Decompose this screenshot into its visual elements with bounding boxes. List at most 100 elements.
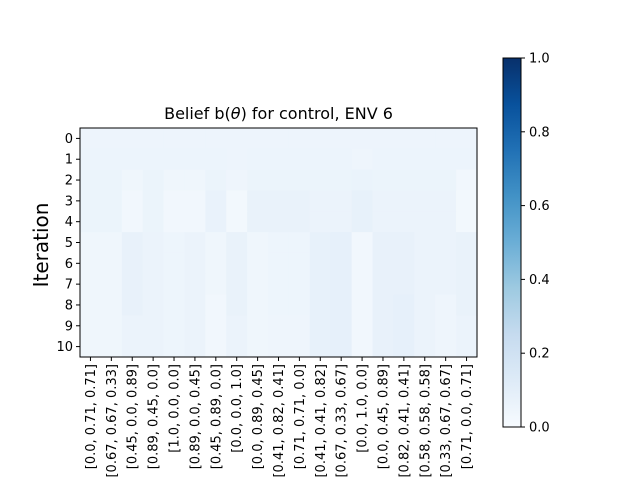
heatmap-cell <box>393 169 415 192</box>
chart-title: Belief b(θ) for control, ENV 6 <box>164 104 393 123</box>
heatmap-cell <box>351 128 374 150</box>
heatmap-cell <box>393 336 415 358</box>
heatmap-cell <box>351 294 374 316</box>
heatmap-cell <box>121 232 144 254</box>
heatmap-cell <box>163 294 186 316</box>
heatmap-cell <box>435 211 457 233</box>
heatmap-cell <box>80 211 102 233</box>
colorbar-tick-label: 0.0 <box>529 421 550 436</box>
heatmap-cell <box>184 273 206 296</box>
heatmap-cell <box>100 190 123 212</box>
heatmap-cell <box>163 211 186 233</box>
heatmap-cell <box>414 336 436 358</box>
heatmap-cell <box>414 294 436 316</box>
heatmap-cell <box>247 148 269 171</box>
x-tick-label: [0.41, 0.41, 0.82] <box>314 364 329 478</box>
y-tick-label: 7 <box>65 278 73 293</box>
y-tick-label: 1 <box>65 153 73 168</box>
y-tick-label: 4 <box>65 215 73 230</box>
heatmap-cell <box>309 252 332 275</box>
heatmap-cell <box>142 190 165 212</box>
heatmap-cell <box>435 336 457 358</box>
heatmap-cell <box>226 169 248 192</box>
x-tick-label: [0.41, 0.82, 0.41] <box>272 364 287 478</box>
heatmap-cell <box>456 315 478 337</box>
heatmap-cell <box>163 315 186 337</box>
heatmap-cell <box>184 128 206 150</box>
heatmap-cell <box>393 315 415 337</box>
heatmap-cell <box>435 169 457 192</box>
heatmap-cell <box>456 294 478 316</box>
heatmap-cell <box>268 169 290 192</box>
x-tick-label: [0.0, 1.0, 0.0] <box>356 364 371 453</box>
heatmap-cell <box>268 273 290 296</box>
heatmap-cell <box>372 128 395 150</box>
heatmap-cell <box>205 273 227 296</box>
colorbar-ticks: 0.0 0.2 0.4 0.6 0.8 1.0 <box>521 52 550 436</box>
heatmap-cell <box>309 315 332 337</box>
heatmap-cell <box>100 252 123 275</box>
heatmap-cell <box>121 294 144 316</box>
heatmap-cell <box>351 211 374 233</box>
colorbar-tick-label: 0.6 <box>529 199 550 214</box>
heatmap-cell <box>435 294 457 316</box>
heatmap-cell <box>330 294 353 316</box>
x-tick-label: [0.45, 0.0, 0.89] <box>126 364 141 469</box>
heatmap-cell <box>184 169 206 192</box>
heatmap-cell <box>288 315 311 337</box>
heatmap-cell <box>184 294 206 316</box>
heatmap-cell <box>226 148 248 171</box>
heatmap-cell <box>288 232 311 254</box>
heatmap-cell <box>184 252 206 275</box>
heatmap-cell <box>372 315 395 337</box>
heatmap-cell <box>456 252 478 275</box>
heatmap-cell <box>393 273 415 296</box>
heatmap-cell <box>435 190 457 212</box>
heatmap-cell <box>80 232 102 254</box>
heatmap-cell <box>288 336 311 358</box>
heatmap-cell <box>205 128 227 150</box>
heatmap-cell <box>142 232 165 254</box>
x-tick-label: [0.0, 0.45, 0.89] <box>376 364 391 469</box>
heatmap-cell <box>414 128 436 150</box>
heatmap-cell <box>330 252 353 275</box>
heatmap-cell <box>142 211 165 233</box>
heatmap-cell <box>80 273 102 296</box>
heatmap-cell <box>351 336 374 358</box>
heatmap-cell <box>100 294 123 316</box>
heatmap-cell <box>288 148 311 171</box>
x-tick-label: [0.82, 0.41, 0.41] <box>397 364 412 478</box>
heatmap-cell <box>80 315 102 337</box>
x-tick-label: [0.89, 0.0, 0.45] <box>188 364 203 469</box>
heatmap-cell <box>226 190 248 212</box>
heatmap-cell <box>142 315 165 337</box>
colorbar-tick-label: 1.0 <box>529 52 550 67</box>
heatmap-cell <box>80 294 102 316</box>
heatmap-cell <box>205 252 227 275</box>
heatmap-cell <box>414 148 436 171</box>
heatmap-cell <box>80 128 102 150</box>
heatmap-cell <box>247 294 269 316</box>
heatmap-cell <box>100 336 123 358</box>
heatmap-cell <box>393 252 415 275</box>
heatmap-cell <box>393 190 415 212</box>
heatmap-cell <box>288 273 311 296</box>
heatmap-cell <box>435 315 457 337</box>
heatmap-cell <box>330 232 353 254</box>
heatmap-cell <box>121 190 144 212</box>
heatmap-cell <box>288 294 311 316</box>
heatmap-cell <box>268 252 290 275</box>
heatmap-cell <box>226 128 248 150</box>
heatmap-cell <box>121 148 144 171</box>
heatmap-cell <box>80 190 102 212</box>
heatmap-cell <box>288 252 311 275</box>
heatmap-cell <box>414 252 436 275</box>
heatmap-cell <box>456 336 478 358</box>
heatmap-cell <box>163 336 186 358</box>
heatmap-cell <box>80 169 102 192</box>
y-tick-label: 8 <box>65 298 73 313</box>
heatmap-cell <box>163 252 186 275</box>
heatmap-cell <box>205 190 227 212</box>
heatmap-cell <box>121 128 144 150</box>
